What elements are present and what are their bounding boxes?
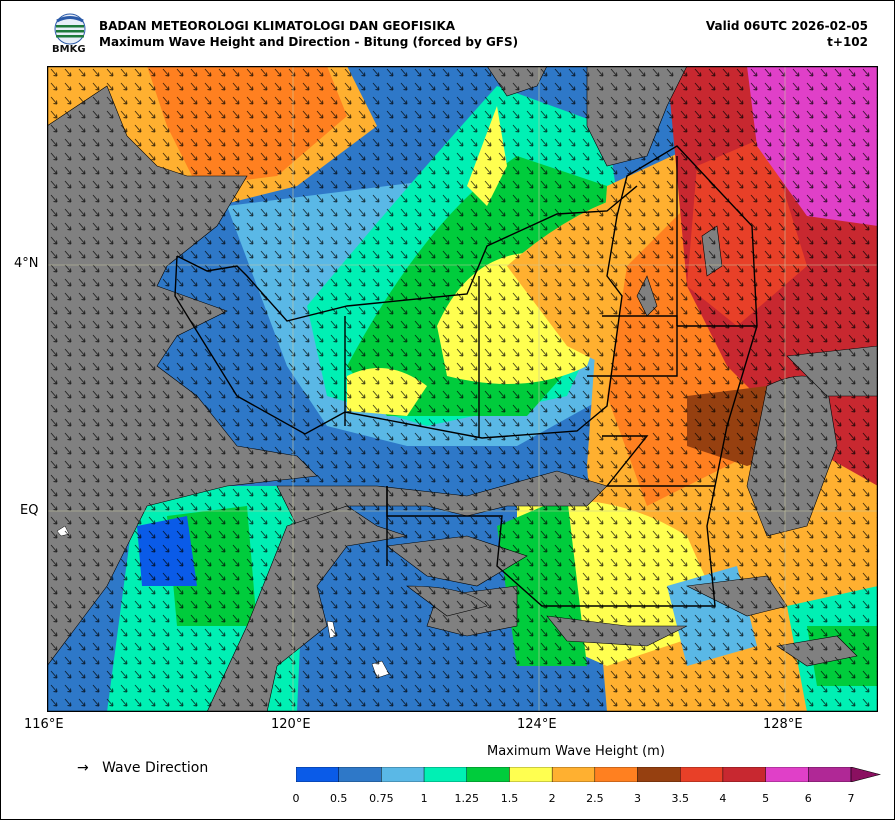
colorbar-tick-label: 7: [847, 792, 855, 805]
colorbar-segment: [594, 767, 638, 782]
colorbar-segment: [466, 767, 510, 782]
colorbar-extend-arrow: [850, 767, 881, 782]
colorbar-segment: [296, 767, 339, 782]
lon-label-124e: 124°E: [517, 717, 557, 732]
colorbar-segment: [637, 767, 681, 782]
colorbar-segment: [722, 767, 766, 782]
colorbar-segment: [338, 767, 382, 782]
lat-label-eq: EQ: [20, 503, 39, 518]
colorbar-title: Maximum Wave Height (m): [487, 744, 665, 759]
colorbar-segment: [808, 767, 852, 782]
valid-time: Valid 06UTC 2026-02-05: [705, 19, 868, 33]
colorbar-tick-label: 3: [634, 792, 642, 805]
colorbar-segment: [680, 767, 724, 782]
colorbar-tick-label: 1.25: [454, 792, 480, 805]
colorbar: [296, 767, 881, 782]
logo-text: BMKG: [52, 44, 86, 55]
colorbar-tick-label: 1: [420, 792, 428, 805]
colorbar-tick-label: 0.75: [369, 792, 394, 805]
lon-label-120e: 120°E: [271, 717, 311, 732]
colorbar-tick-label: 2.5: [586, 792, 604, 805]
arrow-icon: →: [77, 760, 89, 776]
lon-label-128e: 128°E: [763, 717, 803, 732]
org-title: BADAN METEOROLOGI KLIMATOLOGI DAN GEOFIS…: [99, 19, 456, 33]
forecast-lead: t+102: [827, 35, 868, 49]
lat-label-4n: 4°N: [14, 256, 39, 271]
colorbar-tick-label: 1.5: [500, 792, 519, 805]
colorbar-segment: [509, 767, 553, 782]
wave-direction-label: Wave Direction: [102, 760, 209, 776]
colorbar-segment: [765, 767, 809, 782]
wave-direction-legend: → Wave Direction: [77, 760, 208, 776]
colorbar-tick-label: 6: [804, 792, 812, 805]
colorbar-tick-label: 5: [762, 792, 770, 805]
bmkg-logo-icon: [54, 13, 86, 45]
colorbar-tick-label: 0.5: [329, 792, 348, 805]
colorbar-tick-label: 0: [292, 792, 300, 805]
colorbar-segment: [423, 767, 467, 782]
colorbar-segment: [551, 767, 596, 782]
lon-label-116e: 116°E: [24, 717, 64, 732]
wave-height-map: [47, 66, 878, 712]
chart-title: Maximum Wave Height and Direction - Bitu…: [99, 35, 519, 49]
colorbar-tick-label: 3.5: [671, 792, 689, 805]
colorbar-tick-label: 4: [719, 792, 727, 805]
colorbar-tick-label: 2: [548, 792, 556, 805]
colorbar-segment: [381, 767, 425, 782]
